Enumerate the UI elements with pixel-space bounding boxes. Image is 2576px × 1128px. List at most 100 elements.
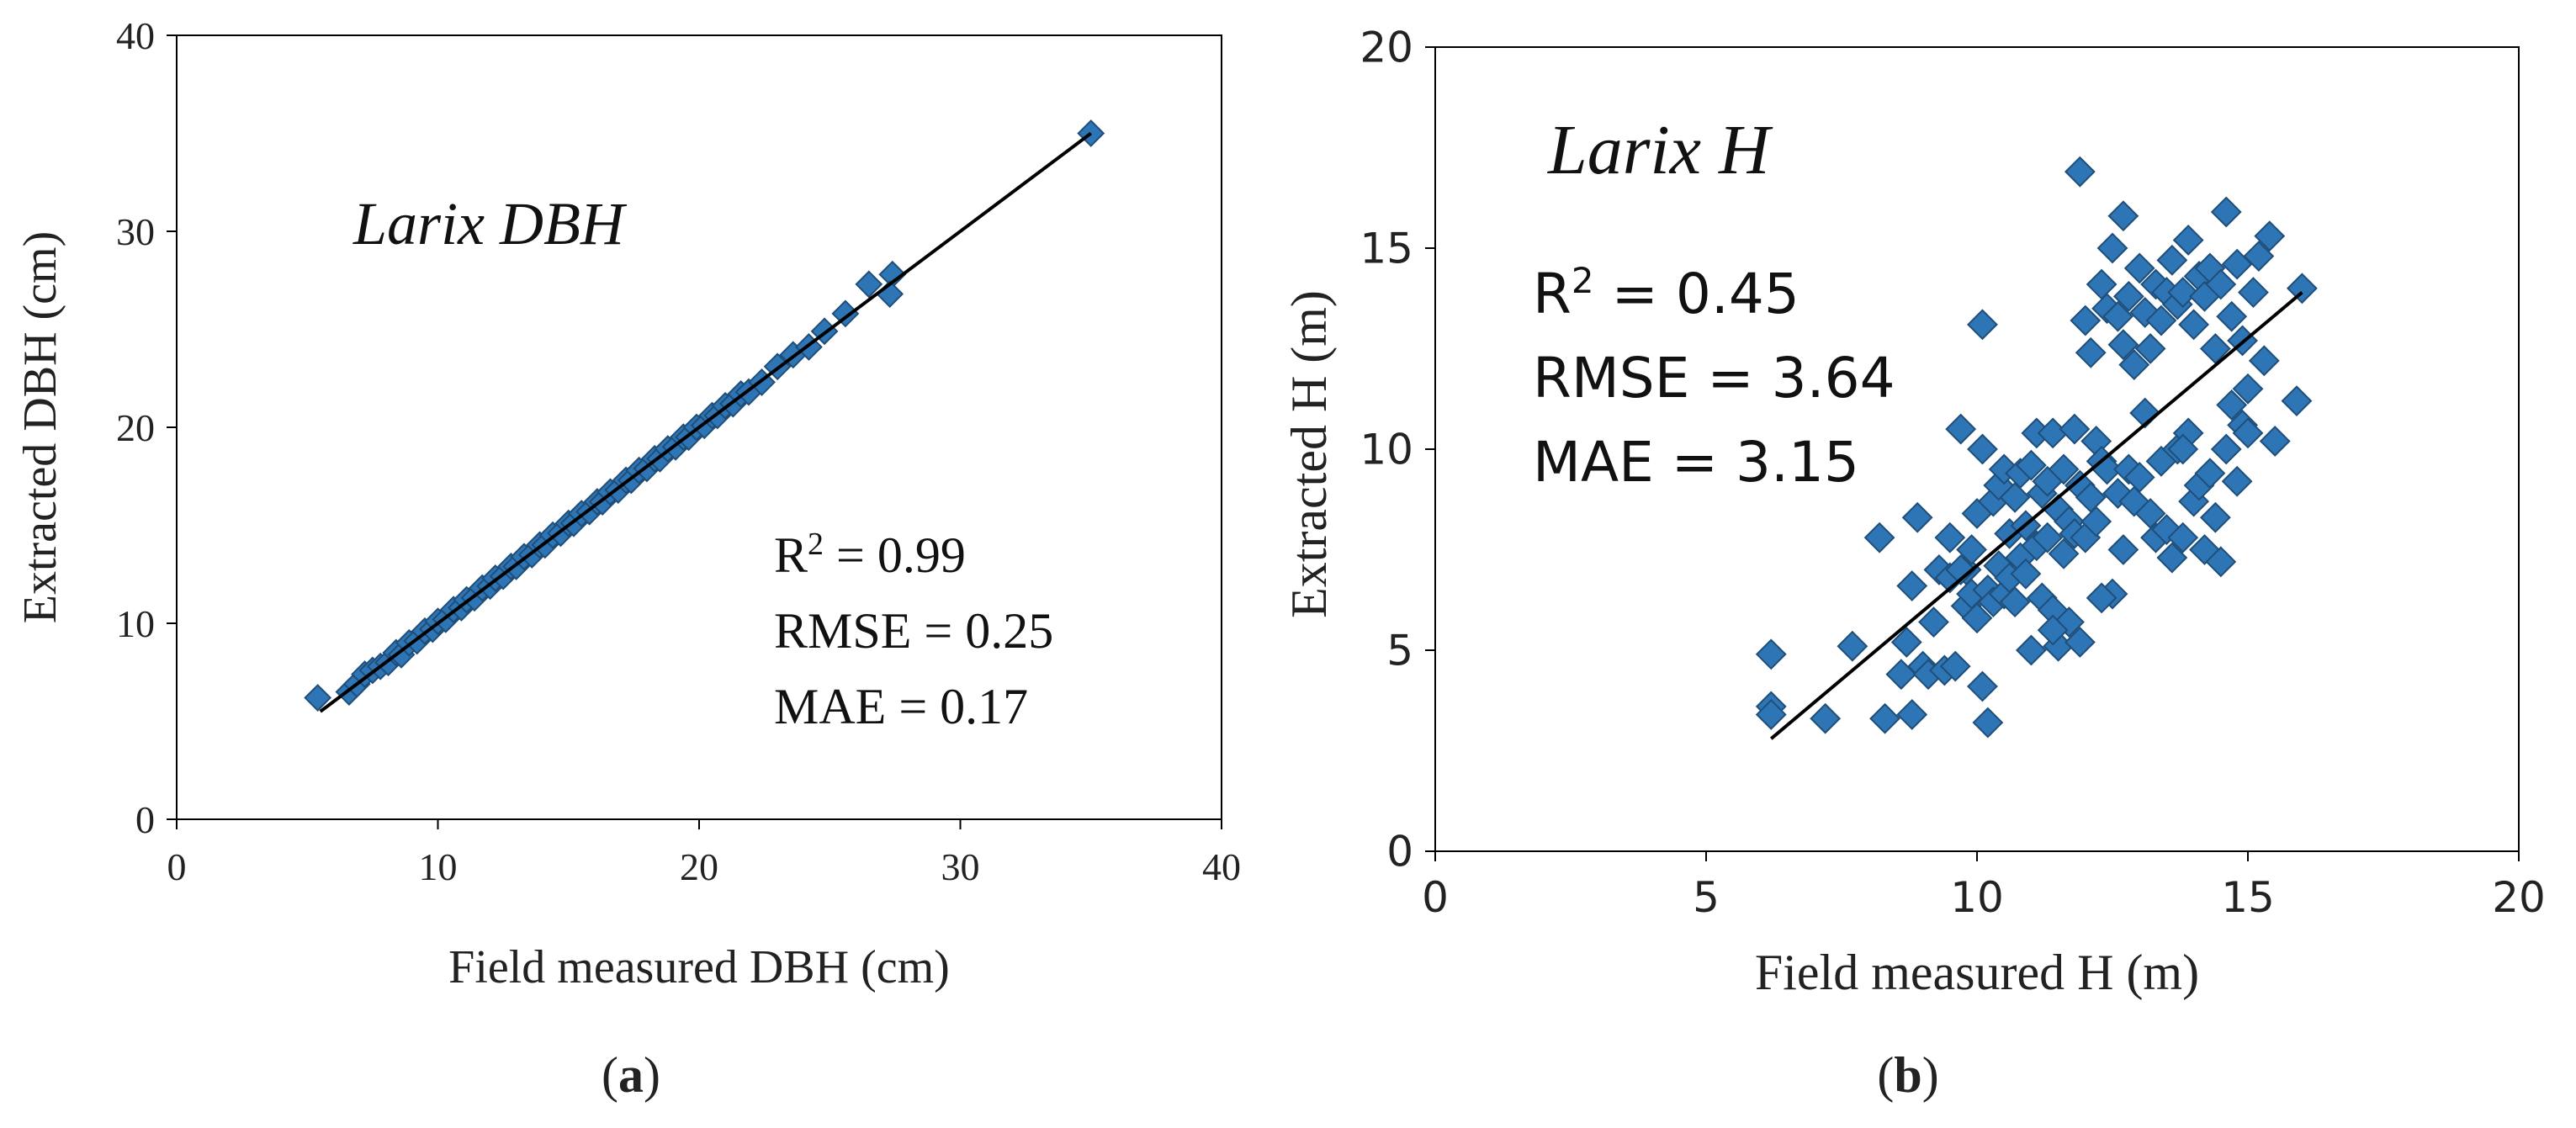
panel-b-r2: R2 = 0.45 [1533,260,1799,327]
panel-b-regression-line [1769,291,2303,740]
panel-b-data-point [2123,462,2155,493]
panel-b-mae: MAE = 3.15 [1533,430,1859,495]
panel-b-data-point [1837,630,1868,662]
panel-a-dbh: 0 10 20 30 40 0 10 20 30 40 Larix DBH R2 = 0.99 R… [14,14,1241,1103]
panel-b-data-point [2232,373,2264,405]
panel-b-data-point [2210,433,2242,465]
panel-b-data-point [2107,329,2139,361]
panel-a-label: (a) [602,1047,660,1103]
panel-a-y-tick-label: 0 [135,798,155,841]
panel-b-data-point [1896,699,1928,730]
panel-b-x-tick-label: 20 [2492,873,2546,922]
panel-b-data-point [2064,627,2096,658]
panel-b-data-point [1869,702,1900,734]
panel-b-data-point [2156,244,2188,276]
panel-a-y-tick-label: 10 [116,602,155,645]
panel-b-data-point [2048,538,2080,569]
panel-b-data-point [1896,570,1928,601]
panel-b-height: 0 5 10 15 20 0 5 10 15 20 Larix H R2 = 0.45 RMSE … [1281,24,2546,1104]
panel-a-y-tick-label: 20 [116,406,155,449]
panel-b-data-point [2156,542,2188,574]
panel-b-data-point [2199,501,2231,533]
panel-b-data-point [2243,241,2275,272]
panel-b-points [1755,156,2318,739]
panel-b-data-point [1972,707,2004,739]
panel-b-data-point [1945,553,1977,585]
panel-b-data-point [2096,232,2128,264]
panel-b-data-point [2254,220,2286,252]
panel-a-x-axis-title: Field measured DBH (cm) [448,941,950,993]
panel-b-y-tick-label: 20 [1360,24,1413,72]
panel-b-data-point [2210,196,2242,228]
panel-b-data-point [2075,336,2107,368]
panel-b-data-point [2070,305,2102,336]
panel-b-data-point [2167,433,2199,465]
panel-b-data-point [2037,614,2069,646]
panel-b-data-point [2059,413,2091,445]
panel-b-data-point [1945,413,1977,445]
panel-b-data-point [2107,200,2139,232]
panel-a-rmse: RMSE = 0.25 [774,603,1053,659]
panel-a-data-point [304,684,332,712]
panel-b-data-point [2232,417,2264,449]
panel-b-y-tick-label: 10 [1360,426,1413,474]
panel-b-data-point [2118,349,2150,381]
panel-a-x-tick-label: 40 [1202,845,1241,888]
panel-b-data-point [1918,606,1949,638]
panel-b-data-point [2178,309,2210,341]
panel-b-x-tick-label: 5 [1693,873,1720,922]
panel-a-x-tick-label: 10 [419,845,458,888]
panel-b-data-point [1999,481,2031,513]
panel-b-data-point [1755,699,1787,730]
panel-b-data-point [2194,458,2226,490]
panel-b-x-axis-title: Field measured H (m) [1755,945,2199,1000]
panel-b-data-point [2064,156,2096,188]
panel-b-data-point [2216,300,2248,332]
panel-b-data-point [2221,465,2253,497]
panel-b-data-point [2199,333,2231,364]
panel-b-data-point [2015,449,2047,481]
panel-b-y-tick-label: 5 [1386,627,1413,675]
panel-a-x-tick-label: 20 [680,845,718,888]
panel-a-regression-line [319,131,1092,713]
panel-b-x-tick-label: 0 [1422,873,1449,922]
panel-b-x-tick-label: 10 [1950,873,2004,922]
panel-b-data-point [2205,268,2237,300]
panel-b-data-point [1961,602,1993,634]
panel-b-data-point [1956,534,1987,565]
panel-b-data-point [2107,534,2139,565]
panel-b-data-point [2102,300,2133,332]
panel-a-x-tick-label: 0 [167,845,187,888]
panel-a-data-point [855,270,883,299]
panel-b-data-point [2145,305,2177,336]
panel-b-x-tick-label: 15 [2221,873,2275,922]
panel-b-data-point [1901,501,1933,533]
panel-b-rmse: RMSE = 3.64 [1533,346,1895,410]
panel-b-data-point [2238,277,2269,308]
panel-b-y-tick-label: 0 [1386,828,1413,876]
panel-b-data-point [2010,558,2042,590]
panel-b-data-point [2134,333,2166,364]
panel-b-data-point [2048,453,2080,485]
panel-b-data-point [2167,522,2199,553]
panel-b-data-point [1939,650,1971,682]
panel-b-data-point [1967,309,1998,341]
panel-a-r2: R2 = 0.99 [774,527,966,583]
panel-b-data-point [2281,385,2313,417]
panel-b-data-point [2080,506,2112,538]
panel-a-title: Larix DBH [352,190,628,257]
panel-a-mae: MAE = 0.17 [774,679,1028,734]
panel-b-data-point [2112,280,2144,312]
panel-b-data-point [1810,702,1842,734]
panel-b-y-axis-title: Extracted H (m) [1281,290,1337,618]
panel-a-y-axis-title: Extracted DBH (cm) [14,231,66,623]
panel-b-data-point [2248,345,2280,377]
panel-b-data-point [1863,522,1895,553]
panel-b-data-point [2015,634,2047,666]
panel-b-data-point [2286,273,2318,305]
panel-b-data-point [1890,627,1922,658]
panel-b-data-point [1934,522,1966,553]
panel-b-data-point [2167,277,2199,308]
panel-b-data-point [1967,433,1998,465]
